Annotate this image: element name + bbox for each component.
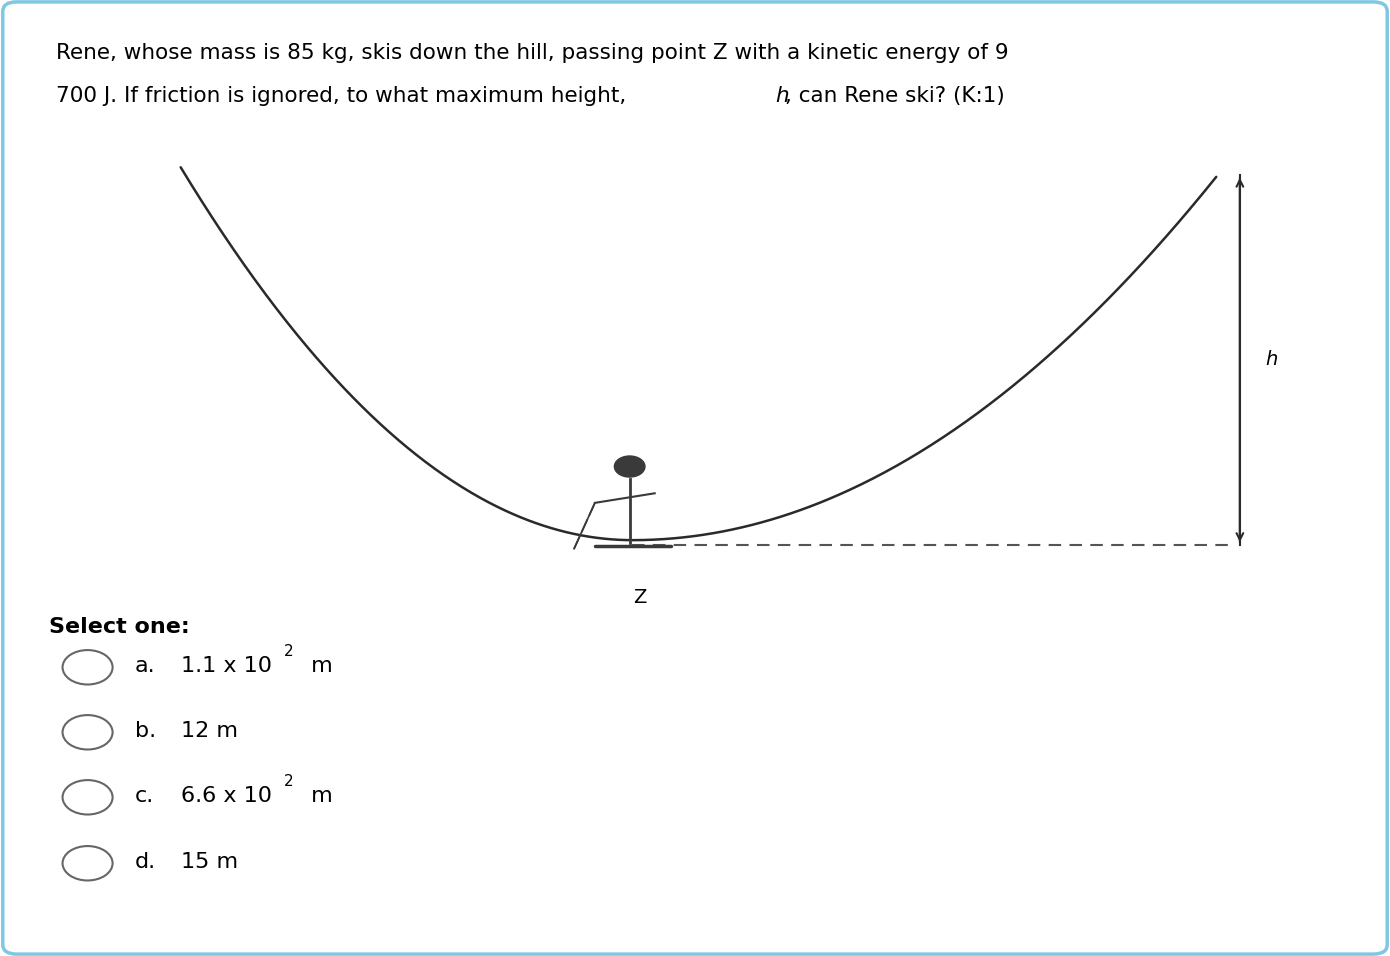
Text: Z: Z	[632, 588, 646, 607]
Text: 6.6 x 10: 6.6 x 10	[181, 786, 271, 806]
Text: 2: 2	[284, 774, 293, 790]
Text: Select one:: Select one:	[49, 617, 189, 637]
Text: 1.1 x 10: 1.1 x 10	[181, 656, 271, 676]
Text: 2: 2	[284, 644, 293, 660]
Text: a.: a.	[135, 656, 156, 676]
Text: m: m	[303, 656, 332, 676]
Text: m: m	[303, 786, 332, 806]
Text: b.: b.	[135, 721, 156, 741]
FancyBboxPatch shape	[3, 2, 1387, 954]
Text: 700 J. If friction is ignored, to what maximum height,: 700 J. If friction is ignored, to what m…	[56, 86, 632, 106]
Text: Rene, whose mass is 85 kg, skis down the hill, passing point Z with a kinetic en: Rene, whose mass is 85 kg, skis down the…	[56, 43, 1008, 63]
Text: c.: c.	[135, 786, 154, 806]
Text: h: h	[776, 86, 788, 106]
Text: 12 m: 12 m	[181, 721, 238, 741]
Text: , can Rene ski? (K:1): , can Rene ski? (K:1)	[785, 86, 1005, 106]
Text: d.: d.	[135, 852, 156, 872]
Circle shape	[614, 456, 645, 477]
Text: 15 m: 15 m	[181, 852, 238, 872]
Text: h: h	[1265, 351, 1277, 369]
